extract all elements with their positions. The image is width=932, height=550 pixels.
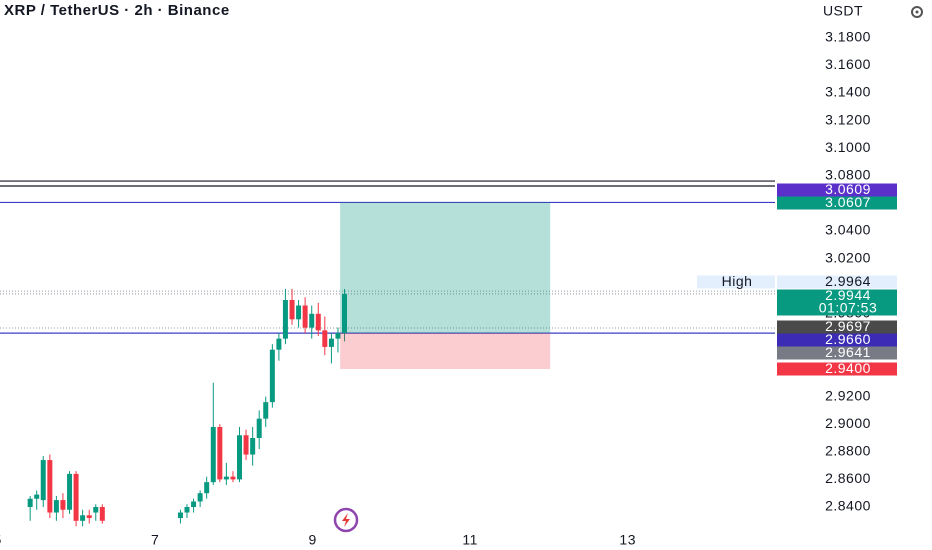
candle-body	[328, 338, 334, 347]
currency-label: USDT	[823, 3, 863, 19]
candle-body	[223, 476, 229, 480]
y-tick-label: 3.1600	[825, 56, 871, 72]
y-tick-label: 2.9200	[825, 387, 871, 403]
candle-body	[197, 493, 203, 502]
candle-body	[315, 313, 321, 331]
y-tick-label: 2.8800	[825, 443, 871, 459]
price-label: 2.9660	[825, 331, 871, 347]
logo	[333, 507, 359, 533]
y-tick-label: 3.0200	[825, 249, 871, 265]
price-label: 2.9400	[825, 360, 871, 376]
price-label-box	[777, 320, 897, 334]
price-label-box	[777, 346, 897, 360]
y-tick-label: 3.1800	[825, 29, 871, 45]
candle-body	[243, 435, 249, 455]
candle-body	[53, 500, 59, 513]
price-label-title: High	[722, 273, 753, 289]
candle-body	[204, 482, 210, 494]
candle-body	[276, 338, 282, 350]
candle-body	[335, 333, 341, 339]
candle-body	[309, 313, 315, 328]
candle-body	[27, 498, 33, 507]
price-label: 3.0607	[825, 194, 871, 210]
candle-body	[263, 402, 269, 419]
chart-title: XRP / TetherUS · 2h · Binance	[4, 2, 230, 19]
y-tick-label: 3.0800	[825, 167, 871, 183]
candle-body	[93, 507, 99, 513]
candle-body	[210, 426, 216, 483]
x-tick-label: 11	[462, 532, 478, 548]
candle-body	[230, 476, 236, 480]
candle-body	[184, 507, 190, 513]
candle-body	[289, 300, 295, 320]
price-label-box	[777, 275, 897, 289]
candle-body	[296, 305, 302, 320]
candle-body	[73, 473, 79, 521]
position-loss	[340, 333, 551, 369]
y-tick-label: 3.1400	[825, 84, 871, 100]
candle-body	[256, 418, 262, 438]
price-label-box	[777, 289, 897, 316]
candle-body	[217, 426, 223, 480]
y-tick-label: 3.1000	[825, 139, 871, 155]
countdown-label: 01:07:53	[819, 300, 878, 316]
plot-area	[0, 180, 775, 527]
candle-body	[86, 515, 92, 519]
x-tick-label: 13	[619, 532, 636, 548]
price-label-box	[777, 196, 897, 210]
candle-body	[67, 473, 73, 510]
price-label: 2.9641	[825, 344, 871, 360]
x-tick-label: 9	[309, 532, 317, 548]
price-label-box	[777, 333, 897, 347]
y-tick-label: 2.8600	[825, 470, 871, 486]
y-tick-label: 3.1200	[825, 111, 871, 127]
price-label: 3.0609	[825, 181, 871, 197]
candle-body	[34, 494, 40, 499]
candle-body	[191, 501, 197, 507]
candle-body	[282, 300, 288, 339]
candle-body	[99, 507, 105, 521]
x-tick-label: 7	[151, 532, 159, 548]
candle-body	[47, 460, 53, 513]
candle-body	[269, 349, 275, 403]
price-label: 2.9697	[825, 318, 871, 334]
candle-body	[80, 515, 86, 521]
candle-body	[40, 460, 46, 501]
candle-body	[302, 305, 308, 328]
y-tick-label: 2.9000	[825, 415, 871, 431]
price-label-box	[777, 183, 897, 197]
candle-body	[60, 500, 66, 510]
price-label: 2.9964	[825, 273, 871, 289]
price-label-box	[777, 362, 897, 376]
price-label-title-box	[697, 275, 775, 289]
price-label: 2.9944	[825, 287, 871, 303]
position-profit	[340, 202, 551, 334]
candle-body	[322, 330, 328, 347]
settings-icon[interactable]	[911, 6, 923, 18]
candle-body	[237, 435, 243, 480]
candle-body	[341, 293, 347, 334]
candle-body	[177, 512, 183, 519]
y-tick-label: 3.0400	[825, 222, 871, 238]
y-tick-label: 2.8400	[825, 498, 871, 514]
x-tick-label: 5	[0, 532, 2, 548]
candle-body	[250, 438, 256, 455]
